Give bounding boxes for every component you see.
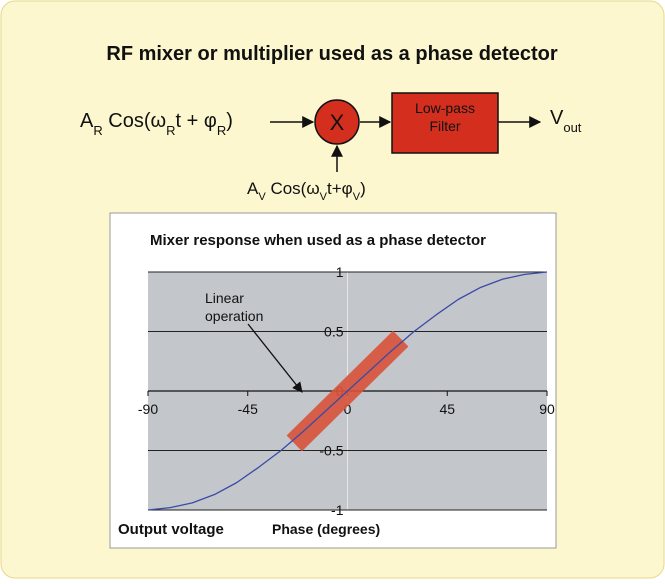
- formula-part: Cos(: [266, 179, 307, 198]
- formula-part: ): [226, 110, 233, 132]
- x-tick-label: 90: [539, 401, 555, 417]
- annotation: Linear: [205, 290, 244, 306]
- formula-part: A: [247, 179, 259, 198]
- formula-part: V: [320, 191, 328, 203]
- formula-part: Cos(: [103, 110, 151, 132]
- formula-part: R: [166, 123, 175, 138]
- input-v: AV Cos(ωVt+φV): [247, 179, 366, 203]
- x-tick-label: 0: [344, 401, 352, 417]
- filter-label: Filter: [429, 118, 460, 134]
- annotation-arrow: [247, 323, 303, 393]
- x-tick-label: 45: [439, 401, 455, 417]
- y-tick-label: -1: [331, 502, 344, 518]
- input-r: AR Cos(ωRt + φR): [80, 110, 233, 138]
- filter-label: Low-pass: [415, 100, 475, 116]
- formula-part: ω: [151, 110, 167, 132]
- formula-part: V: [258, 191, 266, 203]
- curve: [147, 271, 548, 511]
- formula-part: ): [360, 179, 366, 198]
- y-tick-label: -0.5: [319, 443, 343, 459]
- formula-part: ω: [306, 179, 319, 198]
- formula-part: R: [93, 123, 102, 138]
- x-axis-label: Phase (degrees): [272, 521, 380, 537]
- x-tick-label: -45: [238, 401, 258, 417]
- formula-part: out: [563, 120, 581, 135]
- formula-part: V: [353, 191, 361, 203]
- figure-title: RF mixer or multiplier used as a phase d…: [106, 43, 557, 65]
- output: Vout: [550, 107, 582, 135]
- formula-part: φ: [342, 179, 353, 198]
- chart-title: Mixer response when used as a phase dete…: [150, 232, 486, 249]
- x-tick-label: -90: [138, 401, 158, 417]
- formula-part: R: [217, 123, 226, 138]
- formula-part: t +: [176, 110, 204, 132]
- formula-part: φ: [204, 110, 217, 132]
- mixer: [314, 99, 360, 145]
- y-tick-label: 1: [336, 264, 344, 280]
- y-tick-label: 0.5: [324, 324, 344, 340]
- formula-part: A: [80, 110, 94, 132]
- mixer-label: X: [330, 110, 345, 135]
- y-axis-label: Output voltage: [118, 521, 224, 538]
- annotation: operation: [205, 308, 263, 324]
- formula-part: t+: [327, 179, 342, 198]
- formula-part: V: [550, 107, 564, 129]
- filter-box: [391, 92, 499, 154]
